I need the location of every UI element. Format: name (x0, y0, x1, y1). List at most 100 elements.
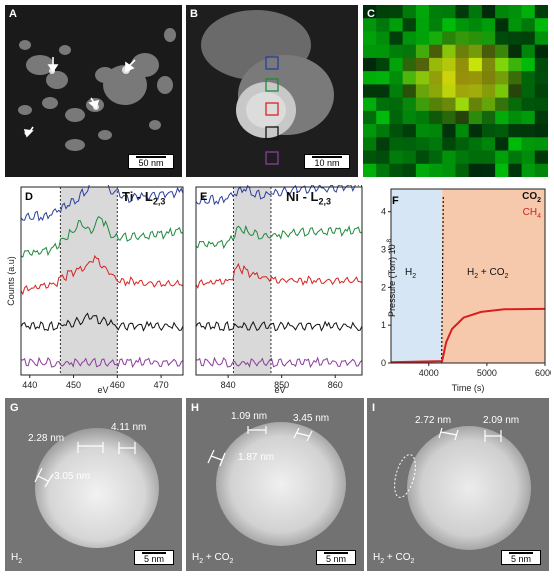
spectrum-green (195, 224, 363, 250)
map-pixel (534, 18, 548, 32)
map-pixel (521, 110, 536, 125)
measurement-3: 1.87 nm (238, 452, 275, 463)
x-tick-label: 470 (154, 380, 169, 390)
map-pixel (481, 18, 496, 32)
panel-c-elemental-map: C (363, 5, 548, 177)
map-pixel (455, 97, 470, 112)
measurement-1: 2.72 nm (415, 415, 452, 426)
panel-label: B (190, 8, 198, 20)
atmosphere-rest: + CO (384, 552, 411, 563)
region-h2-label: H2 (405, 267, 416, 280)
map-pixel (534, 5, 548, 19)
map-pixel (508, 84, 523, 99)
map-pixel (402, 110, 417, 125)
map-pixel (429, 124, 443, 138)
map-pixel (363, 137, 377, 152)
x-tick-label: 850 (274, 380, 289, 390)
map-pixel (442, 71, 456, 85)
atmosphere-sub: 2 (380, 558, 385, 565)
map-pixel (415, 110, 430, 125)
atmosphere-rest: + CO (203, 552, 230, 563)
map-pixel (415, 84, 430, 99)
scale-bar: 5 nm (316, 550, 356, 565)
scale-bar-label: 5 nm (510, 554, 531, 564)
map-pixel (521, 44, 536, 59)
legend: CO2 CH4 (522, 191, 541, 223)
map-pixel (481, 110, 496, 125)
map-pixel (363, 150, 377, 165)
map-pixel (455, 44, 470, 59)
map-pixel (534, 124, 548, 138)
map-pixel (468, 110, 483, 125)
y-tick-label: 4 (381, 207, 386, 217)
map-pixel (442, 137, 456, 152)
spectrum-blue (195, 185, 363, 206)
map-pixel (402, 137, 417, 152)
x-tick-label: 440 (22, 380, 37, 390)
spectrum-black (20, 312, 184, 332)
panel-label: D (25, 191, 33, 203)
atmosphere-label: H2 + CO2 (373, 552, 414, 565)
map-pixel (402, 57, 417, 72)
map-pixel (534, 57, 548, 72)
atmosphere-text: H (192, 552, 200, 563)
map-pixel (455, 31, 470, 46)
scale-bar-line (142, 552, 166, 554)
panel-label: G (10, 402, 19, 414)
map-pixel (455, 110, 470, 125)
map-pixel (534, 84, 548, 99)
map-pixel (429, 18, 443, 32)
panel-label: F (392, 195, 399, 207)
map-pixel (508, 124, 523, 138)
map-pixel (429, 163, 443, 177)
map-pixel (363, 31, 377, 46)
scale-bar: 10 nm (304, 154, 350, 169)
map-pixel (495, 71, 509, 85)
map-pixel (442, 163, 456, 177)
map-pixel (495, 124, 509, 138)
y-axis-title-sup: -8 (387, 239, 393, 245)
map-pixel (429, 31, 443, 46)
map-pixel (495, 163, 509, 177)
map-pixel (481, 31, 496, 46)
map-pixel (521, 97, 536, 112)
region-mix-label: H2 + CO2 (467, 267, 508, 280)
map-pixel (376, 57, 390, 72)
plot-frame (195, 186, 363, 376)
map-pixel (495, 31, 509, 46)
map-pixel (455, 84, 470, 99)
map-pixel (508, 163, 523, 177)
plot-frame (20, 186, 184, 376)
map-pixel (429, 97, 443, 112)
map-pixel (376, 31, 390, 46)
panel-b-image: B 10 nm (186, 5, 358, 177)
map-pixel (415, 57, 430, 72)
map-pixel (455, 57, 470, 72)
mixed-gas-region (442, 189, 545, 363)
map-pixel (508, 150, 523, 165)
map-pixel (429, 84, 443, 99)
map-pixel (495, 18, 509, 32)
map-pixel (363, 18, 377, 32)
map-pixel (521, 84, 536, 99)
scale-bar-line (312, 156, 342, 158)
panel-h-image: H 1.09 nm 3.45 nm 1.87 nm H2 + CO2 5 nm (186, 398, 364, 571)
edge-label-text: Ni - L (286, 189, 319, 204)
panel-label: H (191, 402, 199, 414)
x-tick-label: 840 (221, 380, 236, 390)
panel-label: I (372, 402, 376, 414)
map-pixel (468, 31, 483, 46)
map-pixel (376, 5, 390, 19)
map-pixel (468, 71, 483, 85)
map-pixel (415, 44, 430, 59)
legend-ch4-sub: 4 (537, 213, 541, 220)
region-mix-rest: + CO (478, 267, 505, 278)
map-pixel (363, 5, 377, 19)
region-h2-text: H (405, 267, 413, 278)
map-pixel (468, 150, 483, 165)
map-pixel (495, 84, 509, 99)
scale-bar-line (136, 156, 166, 158)
map-pixel (363, 97, 377, 112)
panel-i-image: I 2.72 nm 2.09 nm H2 + CO2 5 nm (367, 398, 549, 571)
particle-image-g (5, 398, 182, 571)
